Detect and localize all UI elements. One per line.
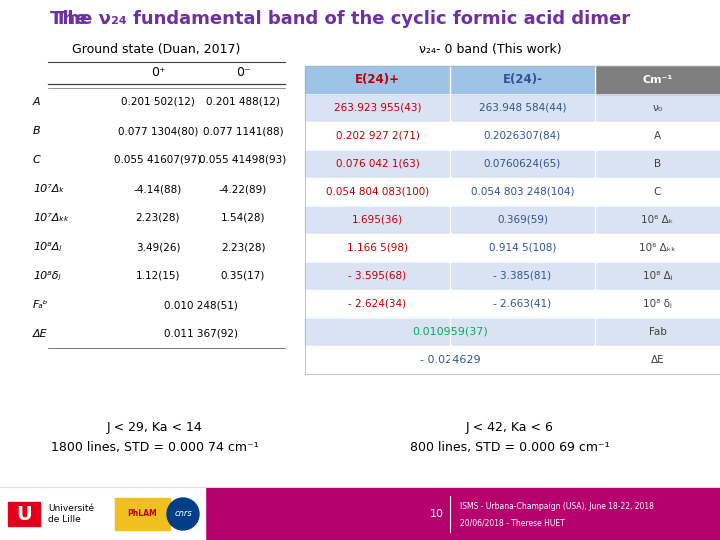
Text: 0.010 248(51): 0.010 248(51) bbox=[163, 300, 238, 310]
Bar bbox=[115, 498, 170, 530]
Text: 10⁶ Δₖ: 10⁶ Δₖ bbox=[642, 215, 674, 225]
Bar bbox=[305, 178, 720, 206]
Text: Fab: Fab bbox=[649, 327, 667, 337]
Text: ISMS - Urbana-Champaign (USA), June 18-22, 2018: ISMS - Urbana-Champaign (USA), June 18-2… bbox=[460, 502, 654, 511]
Text: 0.077 1304(80): 0.077 1304(80) bbox=[118, 126, 198, 136]
Text: 1.166 5(98): 1.166 5(98) bbox=[347, 243, 408, 253]
Text: 263.948 584(44): 263.948 584(44) bbox=[479, 103, 566, 113]
Text: 3.49(26): 3.49(26) bbox=[136, 242, 180, 252]
Text: 10⁷Δₖₖ: 10⁷Δₖₖ bbox=[33, 213, 69, 223]
Text: 0⁺: 0⁺ bbox=[150, 66, 166, 79]
Text: -4.22(89): -4.22(89) bbox=[219, 184, 267, 194]
Text: C: C bbox=[33, 155, 41, 165]
Text: 1.695(36): 1.695(36) bbox=[352, 215, 403, 225]
Text: 0.35(17): 0.35(17) bbox=[221, 271, 265, 281]
Text: E(24)-: E(24)- bbox=[503, 73, 542, 86]
Text: 0.369(59): 0.369(59) bbox=[497, 215, 548, 225]
Text: 263.923 955(43): 263.923 955(43) bbox=[334, 103, 421, 113]
Text: 10: 10 bbox=[430, 509, 444, 519]
Text: The ν₂₄ fundamental band of the cyclic formic acid dimer: The ν₂₄ fundamental band of the cyclic f… bbox=[55, 10, 630, 28]
Text: - 2.663(41): - 2.663(41) bbox=[493, 299, 552, 309]
Text: 1800 lines, STD = 0.000 74 cm⁻¹: 1800 lines, STD = 0.000 74 cm⁻¹ bbox=[51, 442, 258, 455]
Text: 0.054 804 083(100): 0.054 804 083(100) bbox=[326, 187, 429, 197]
Text: Université
de Lille: Université de Lille bbox=[48, 504, 94, 524]
Text: 0.202 927 2(71): 0.202 927 2(71) bbox=[336, 131, 420, 141]
Text: -4.14(88): -4.14(88) bbox=[134, 184, 182, 194]
Text: 0.201 488(12): 0.201 488(12) bbox=[206, 97, 280, 107]
Bar bbox=[305, 346, 720, 374]
Text: 0.055 41607(97): 0.055 41607(97) bbox=[114, 155, 202, 165]
Text: 10⁸Δⱼ: 10⁸Δⱼ bbox=[33, 242, 61, 252]
Text: ΔE: ΔE bbox=[651, 355, 665, 365]
Text: 0.055 41498(93): 0.055 41498(93) bbox=[199, 155, 287, 165]
Text: 0.076 042 1(63): 0.076 042 1(63) bbox=[336, 159, 419, 169]
Text: Cm⁻¹: Cm⁻¹ bbox=[642, 75, 672, 85]
Text: A: A bbox=[33, 97, 40, 107]
Text: 0.0760624(65): 0.0760624(65) bbox=[484, 159, 561, 169]
Text: A: A bbox=[654, 131, 661, 141]
Text: E(24)+: E(24)+ bbox=[355, 73, 400, 86]
Text: 2.23(28): 2.23(28) bbox=[136, 213, 180, 223]
Bar bbox=[305, 122, 720, 150]
Text: 0.054 803 248(104): 0.054 803 248(104) bbox=[471, 187, 575, 197]
Text: 1.54(28): 1.54(28) bbox=[221, 213, 265, 223]
Bar bbox=[305, 66, 720, 374]
Bar bbox=[8, 502, 40, 526]
Text: Fₐᵇ: Fₐᵇ bbox=[33, 300, 48, 310]
Text: ΔE: ΔE bbox=[33, 329, 48, 339]
Text: 10⁸ δⱼ: 10⁸ δⱼ bbox=[643, 299, 672, 309]
Text: B: B bbox=[654, 159, 661, 169]
Text: Ground state (Duan, 2017): Ground state (Duan, 2017) bbox=[72, 44, 240, 57]
Text: 0.077 1141(88): 0.077 1141(88) bbox=[203, 126, 283, 136]
Text: - 3.385(81): - 3.385(81) bbox=[493, 271, 552, 281]
Bar bbox=[305, 318, 595, 346]
Text: 0.010959(37): 0.010959(37) bbox=[412, 327, 488, 337]
Bar bbox=[0, 488, 205, 540]
Text: 10⁸δⱼ: 10⁸δⱼ bbox=[33, 271, 60, 281]
Bar bbox=[305, 206, 720, 234]
Text: J < 29, Ka < 14: J < 29, Ka < 14 bbox=[107, 422, 203, 435]
Text: The: The bbox=[50, 10, 94, 28]
Text: 2.23(28): 2.23(28) bbox=[221, 242, 265, 252]
Text: 20/06/2018 - Therese HUET: 20/06/2018 - Therese HUET bbox=[460, 519, 564, 528]
Bar bbox=[305, 290, 720, 318]
Text: 10⁷Δₖ: 10⁷Δₖ bbox=[33, 184, 64, 194]
Text: 0⁻: 0⁻ bbox=[235, 66, 251, 79]
Text: - 3.595(68): - 3.595(68) bbox=[348, 271, 407, 281]
Text: 10⁸ Δⱼ: 10⁸ Δⱼ bbox=[643, 271, 672, 281]
Text: 0.914 5(108): 0.914 5(108) bbox=[489, 243, 556, 253]
Text: B: B bbox=[33, 126, 40, 136]
Text: 10⁶ Δₖₖ: 10⁶ Δₖₖ bbox=[639, 243, 676, 253]
Bar bbox=[305, 262, 720, 290]
Bar bbox=[305, 150, 720, 178]
Bar bbox=[595, 66, 720, 94]
Text: ν₂₄- 0 band (This work): ν₂₄- 0 band (This work) bbox=[419, 44, 562, 57]
Text: - 2.624(34): - 2.624(34) bbox=[348, 299, 407, 309]
Text: 0.011 367(92): 0.011 367(92) bbox=[163, 329, 238, 339]
Text: cnrs: cnrs bbox=[174, 510, 192, 518]
Bar bbox=[305, 66, 595, 94]
Text: 0.2026307(84): 0.2026307(84) bbox=[484, 131, 561, 141]
Text: U: U bbox=[16, 504, 32, 523]
Text: ν₀: ν₀ bbox=[652, 103, 662, 113]
Text: C: C bbox=[654, 187, 661, 197]
Bar bbox=[305, 318, 720, 346]
Bar bbox=[0, 488, 720, 540]
Text: J < 42, Ka < 6: J < 42, Ka < 6 bbox=[466, 422, 554, 435]
Text: PhLAM: PhLAM bbox=[127, 510, 157, 518]
Text: 1.12(15): 1.12(15) bbox=[136, 271, 180, 281]
Bar bbox=[305, 346, 595, 374]
Text: 0.201 502(12): 0.201 502(12) bbox=[121, 97, 195, 107]
Text: - 0.024629: - 0.024629 bbox=[420, 355, 480, 365]
Bar bbox=[305, 94, 720, 122]
Bar bbox=[305, 234, 720, 262]
Circle shape bbox=[167, 498, 199, 530]
Text: 800 lines, STD = 0.000 69 cm⁻¹: 800 lines, STD = 0.000 69 cm⁻¹ bbox=[410, 442, 610, 455]
